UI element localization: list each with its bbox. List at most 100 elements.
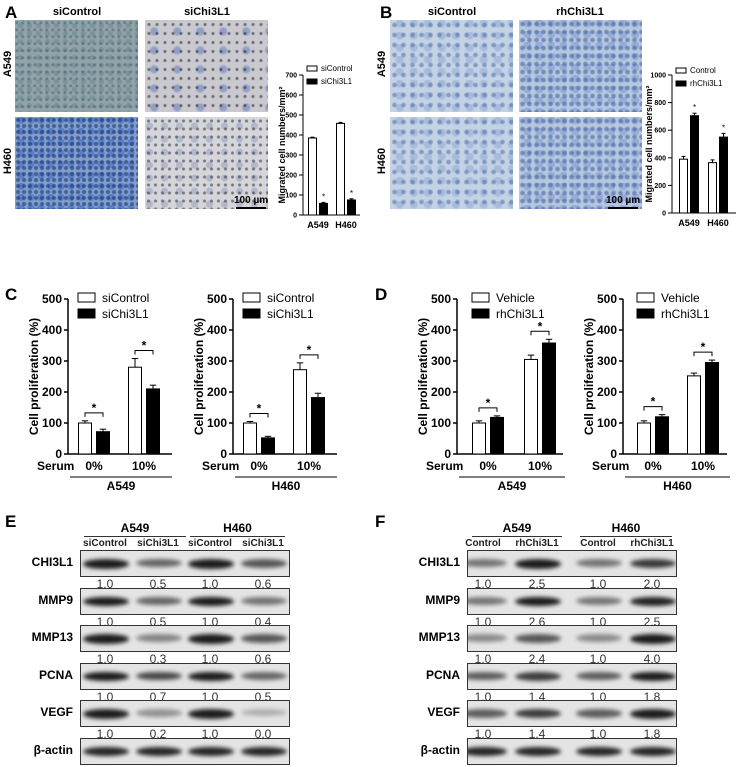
significance-bracket xyxy=(249,412,269,418)
blot-lane-label: siChi3L1 xyxy=(137,538,179,549)
blot-band xyxy=(83,709,129,719)
bar-sicontrol-h460 xyxy=(336,122,345,216)
x-axis-title: Serum xyxy=(202,459,239,473)
micrograph-image xyxy=(15,117,138,209)
blot-band xyxy=(576,746,622,757)
blot-band xyxy=(576,596,622,605)
blot-group-underline xyxy=(190,536,285,537)
blot-band xyxy=(241,709,287,716)
bar-sicontrol-0pct xyxy=(243,422,257,455)
blot-strip xyxy=(467,625,677,652)
blot-lane-label: rhChi3L1 xyxy=(630,538,674,549)
bar-vehicle-10pct xyxy=(524,358,538,455)
blot-band xyxy=(188,634,234,644)
blot-group-header: A549 xyxy=(120,521,150,535)
x-axis-title: Serum xyxy=(592,459,629,473)
legend-swatch xyxy=(471,308,490,319)
y-axis-title: Migrated cell numbers/mm² xyxy=(644,85,654,202)
bar-sicontrol-0pct xyxy=(78,422,92,455)
blot-band xyxy=(630,671,676,682)
legend-swatch xyxy=(306,65,318,72)
legend-label: siControl xyxy=(102,291,149,305)
y-tick-label: 500 xyxy=(431,292,451,306)
blot-band xyxy=(241,596,287,605)
blot-strip xyxy=(80,737,290,765)
blot-band xyxy=(241,746,287,757)
blot-lane-label: siControl xyxy=(83,538,127,549)
y-tick-label: 200 xyxy=(207,385,227,399)
blot-band xyxy=(468,671,507,681)
y-tick-label: 200 xyxy=(285,172,297,179)
blot-band xyxy=(83,671,129,682)
x-axis-title: Serum xyxy=(37,459,74,473)
y-tick-label: 400 xyxy=(207,323,227,337)
blot-band xyxy=(576,559,622,568)
micrograph-image xyxy=(390,20,513,112)
y-tick-label: 300 xyxy=(431,354,451,368)
blot-band xyxy=(515,746,561,757)
x-tick-label: 0% xyxy=(644,459,662,473)
blot-lane-label: rhChi3L1 xyxy=(515,538,559,549)
y-axis-title: Migrated cell numbers/mm² xyxy=(277,86,287,203)
blot-protein-label: MMP9 xyxy=(38,592,73,607)
significance-mark: * xyxy=(322,192,325,201)
significance-bracket xyxy=(299,354,319,359)
blot-group-header: H460 xyxy=(611,521,641,535)
bar-vehicle-0pct xyxy=(472,422,486,455)
blot-band xyxy=(630,746,676,757)
blot-band xyxy=(515,596,561,607)
legend-swatch xyxy=(471,292,490,303)
blot-band xyxy=(188,596,234,607)
micrograph-image xyxy=(145,117,268,209)
significance-mark: * xyxy=(92,401,97,415)
blot-strip xyxy=(467,587,677,615)
y-tick-label: 100 xyxy=(285,192,297,199)
blot-strip xyxy=(467,662,677,690)
y-tick-label: 400 xyxy=(597,323,617,337)
bar-sichi3l1-0pct xyxy=(261,437,275,455)
bar-sichi3l1-0pct xyxy=(96,431,110,455)
scale-bar-label: 100 µm xyxy=(234,195,269,206)
y-axis-title: Cell proliferation (%) xyxy=(582,318,596,435)
y-tick-label: 1000 xyxy=(650,72,666,79)
legend-swatch xyxy=(77,292,96,303)
y-tick-label: 400 xyxy=(431,323,451,337)
y-tick-label: 200 xyxy=(654,183,666,190)
bar-vehicle-0pct xyxy=(637,422,651,455)
column-header: siChi3L1 xyxy=(184,6,230,18)
blot-group-underline xyxy=(472,536,562,537)
column-header: rhChi3L1 xyxy=(556,6,604,18)
group-label: A549 xyxy=(107,479,136,493)
bar-sicontrol-a549 xyxy=(308,137,317,216)
blot-band xyxy=(576,671,622,681)
significance-mark: * xyxy=(257,401,262,415)
legend-label: rhChi3L1 xyxy=(496,307,545,321)
x-tick-label: H460 xyxy=(707,218,729,228)
y-tick-label: 0 xyxy=(610,447,617,461)
chart-b: 0 200 400 600 800 1000 Migrated cell numbers/m… xyxy=(644,66,736,228)
y-tick-label: 600 xyxy=(285,92,297,99)
legend-label: siControl xyxy=(321,64,353,73)
y-tick-label: 400 xyxy=(654,155,666,162)
legend-swatch xyxy=(242,292,261,303)
blot-band xyxy=(83,559,129,569)
blot-protein-label: PCNA xyxy=(38,667,73,682)
legend-swatch xyxy=(306,78,318,85)
significance-mark: * xyxy=(307,343,312,357)
blot-strip xyxy=(80,625,290,652)
blot-strip xyxy=(467,700,677,727)
y-tick-label: 500 xyxy=(285,112,297,119)
y-tick-label: 200 xyxy=(431,385,451,399)
legend-label: siChi3L1 xyxy=(321,77,353,86)
scale-bar xyxy=(608,207,638,209)
blot-band xyxy=(83,634,129,644)
micrograph-image xyxy=(519,117,642,209)
y-tick-label: 700 xyxy=(285,72,297,79)
blot-band xyxy=(83,746,129,757)
bar-rhchi3l1-10pct xyxy=(542,342,556,455)
bar-sichi3l1-h460 xyxy=(347,199,356,216)
y-tick-label: 100 xyxy=(207,416,227,430)
